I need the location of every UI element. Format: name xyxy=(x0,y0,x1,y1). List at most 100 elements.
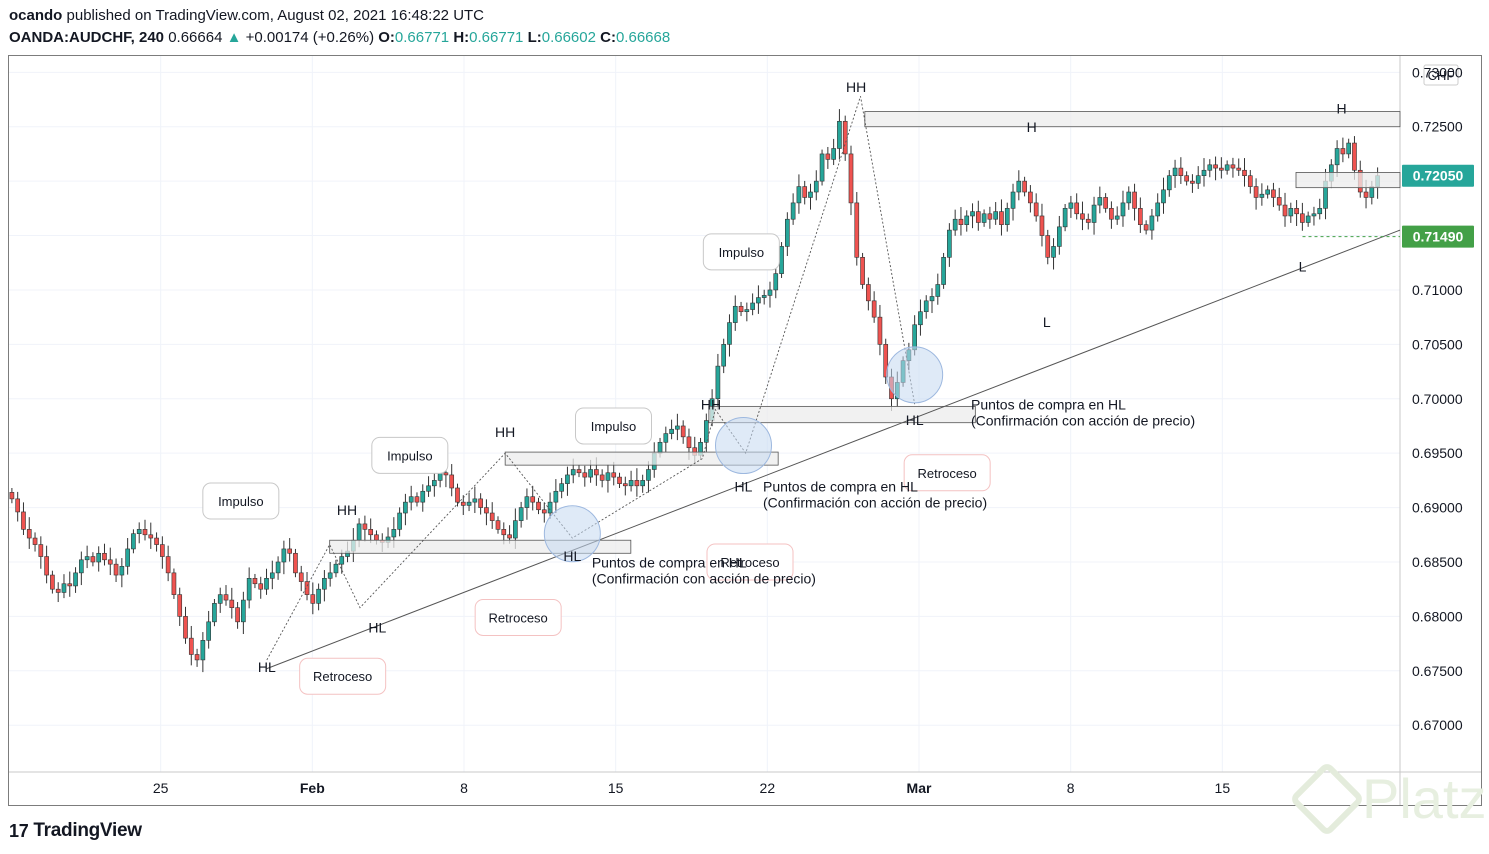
buy-point-note: (Confirmación con acción de precio) xyxy=(592,570,816,586)
candle xyxy=(680,425,686,438)
currency-box xyxy=(1423,64,1459,86)
callout-text: Impulso xyxy=(218,494,264,509)
candle xyxy=(125,548,130,567)
high-value: 0.66771 xyxy=(469,29,524,46)
candle xyxy=(617,476,622,484)
candle xyxy=(594,469,599,476)
callout-text: Retroceso xyxy=(918,466,977,481)
swing-label: H xyxy=(1336,101,1346,117)
tradingview-logo-text: TradingView xyxy=(33,820,142,841)
candle xyxy=(1305,215,1311,223)
candle xyxy=(848,153,854,204)
candle xyxy=(455,487,460,503)
candle xyxy=(501,529,507,536)
candle xyxy=(73,572,78,587)
candle xyxy=(466,501,472,506)
price-tick-label: 0.72500 xyxy=(1412,119,1463,135)
candle xyxy=(275,561,281,574)
candle xyxy=(1161,189,1166,204)
last-price: 0.66664 xyxy=(168,29,223,46)
candle xyxy=(993,211,998,220)
candle xyxy=(871,300,877,318)
candle xyxy=(941,257,946,285)
candle xyxy=(1039,215,1045,236)
author-name[interactable]: ocando xyxy=(9,7,63,24)
candle xyxy=(1022,180,1027,193)
candle xyxy=(32,537,38,545)
chart-frame xyxy=(8,55,1482,806)
candle xyxy=(478,498,483,508)
candle xyxy=(1294,208,1299,215)
price-tick-label: 0.73000 xyxy=(1412,64,1463,80)
candle xyxy=(1334,148,1340,166)
candle xyxy=(767,289,773,296)
candle xyxy=(316,588,321,604)
candle xyxy=(339,556,345,565)
gridlines xyxy=(9,56,1400,772)
price-tick-label: 0.70000 xyxy=(1412,391,1463,407)
candle xyxy=(281,548,287,563)
candle xyxy=(1149,215,1155,231)
callout-box xyxy=(474,598,562,636)
callout-box xyxy=(299,657,387,695)
candle xyxy=(796,186,802,204)
candle xyxy=(322,578,327,590)
candle xyxy=(582,472,588,478)
callout-box xyxy=(702,233,780,271)
open-value: 0.66771 xyxy=(394,29,450,46)
candle xyxy=(298,572,304,582)
price-badge xyxy=(1402,225,1474,248)
candle xyxy=(1057,226,1062,247)
candle xyxy=(860,257,865,285)
hl-zone xyxy=(504,451,779,466)
candle xyxy=(269,572,275,579)
candle xyxy=(1166,175,1172,191)
candle xyxy=(1282,204,1288,217)
candle xyxy=(970,211,975,217)
candle xyxy=(958,218,964,225)
candle xyxy=(738,305,744,313)
candle xyxy=(536,501,541,511)
hl-circle xyxy=(715,417,772,475)
candle xyxy=(663,433,669,443)
candle xyxy=(1311,213,1317,217)
tradingview-mark-icon: 17 xyxy=(9,820,29,841)
time-tick-label: 22 xyxy=(760,780,776,796)
low-value: 0.66602 xyxy=(541,29,596,46)
buy-point-note: Puntos de compra en HL xyxy=(763,478,918,494)
callout-box xyxy=(575,407,652,445)
candle xyxy=(1369,186,1375,198)
candle xyxy=(356,523,362,541)
candle xyxy=(819,153,825,182)
price-badge-label: 0.72050 xyxy=(1413,168,1464,184)
candle xyxy=(611,472,617,478)
candle xyxy=(1346,142,1351,155)
candle xyxy=(437,472,443,481)
candle xyxy=(559,483,564,492)
candle xyxy=(472,498,478,503)
candle xyxy=(443,472,449,476)
candle xyxy=(1132,191,1137,209)
swing-label: HH xyxy=(701,397,721,413)
candle xyxy=(831,148,836,160)
candle xyxy=(495,520,501,530)
hl-zone xyxy=(708,405,976,424)
candle xyxy=(640,480,645,487)
tradingview-logo[interactable]: 17 TradingView xyxy=(9,820,142,842)
open-label: O: xyxy=(378,29,395,46)
candle xyxy=(183,616,188,639)
candle xyxy=(1074,202,1080,215)
candle xyxy=(837,120,842,149)
candle xyxy=(750,302,755,310)
symbol-name[interactable]: OANDA:AUDCHF, 240 xyxy=(9,29,165,46)
candle xyxy=(715,365,721,400)
candle xyxy=(756,297,761,304)
price-tick-label: 0.69000 xyxy=(1412,500,1463,516)
candle xyxy=(1016,180,1022,193)
candle xyxy=(136,529,142,534)
candle xyxy=(1253,186,1259,198)
candle xyxy=(1230,164,1236,169)
candle xyxy=(599,474,605,481)
candle xyxy=(1247,175,1253,187)
